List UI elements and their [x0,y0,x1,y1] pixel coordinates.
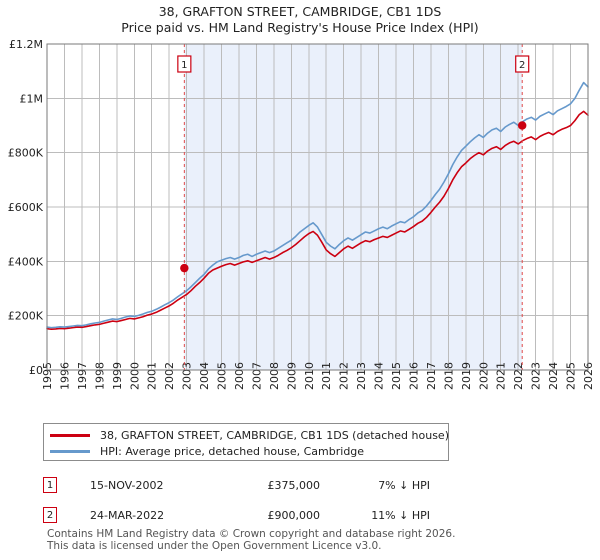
x-axis-tick-label: 2005 [216,362,229,390]
transaction-hpi-delta: 7% ↓ HPI [378,478,430,492]
series-line-hpi [46,81,589,329]
y-axis-tick-label: £0 [29,364,43,377]
footer-line-copyright: Contains HM Land Registry data © Crown c… [47,528,456,540]
transaction-date: 15-NOV-2002 [90,478,164,492]
y-axis-tick-label: £1M [20,92,44,105]
x-axis-tick-label: 1999 [111,362,124,390]
y-axis-tick-label: £800K [8,147,44,160]
sale-event-point[interactable] [180,263,189,273]
x-axis-tick-label: 1998 [93,362,106,390]
transaction-date: 24-MAR-2022 [90,508,165,522]
x-axis-tick-label: 2021 [495,362,508,390]
x-axis-tick-label: 2018 [442,362,455,390]
legend-label-price-paid: 38, GRAFTON STREET, CAMBRIDGE, CB1 1DS (… [100,428,449,442]
y-axis-tick-label: £200K [8,310,44,323]
x-axis-tick-label: 2013 [355,362,368,390]
x-axis-tick-label: 2002 [163,362,176,390]
x-axis-tick-label: 2001 [146,362,159,390]
x-axis-tick-label: 2024 [547,362,560,390]
x-axis-tick-label: 2004 [198,362,211,390]
x-axis-tick-label: 2026 [582,362,595,390]
x-axis-tick-label: 2007 [250,362,263,390]
x-axis-tick-label: 2006 [233,362,246,390]
x-axis-tick-label: 2016 [407,362,420,390]
x-axis-tick-label: 1995 [41,362,54,390]
x-axis-tick-label: 2020 [477,362,490,390]
y-axis-tick-label: £600K [8,201,44,214]
chart-canvas: £0 £200K £400K £600K £800K £1M £1.2M 1995 1996 19… [8,38,595,390]
sale-event-marker-box[interactable] [515,55,530,73]
transaction-row: 2 24-MAR-2022 £900,000 11% ↓ HPI [43,504,448,526]
page-title: 38, GRAFTON STREET, CAMBRIDGE, CB1 1DS [158,4,442,19]
x-axis-tick-label: 2003 [181,362,194,390]
x-axis-tick-label: 2008 [268,362,281,390]
price-history-chart: £0 £200K £400K £600K £800K £1M £1.2M 1995 1996 19… [8,38,595,390]
x-axis-tick-label: 2015 [390,362,403,390]
x-axis-tick-label: 2011 [320,362,333,390]
legend-item-price-paid: 38, GRAFTON STREET, CAMBRIDGE, CB1 1DS (… [44,427,449,443]
transaction-hpi-delta: 11% ↓ HPI [371,508,430,522]
footer-line-licence: This data is licensed under the Open Gov… [47,540,382,552]
sale-event-marker-box[interactable] [177,55,192,73]
x-axis-tick-label: 2025 [565,362,578,390]
x-axis-tick-label: 2012 [338,362,351,390]
legend-label-hpi: HPI: Average price, detached house, Camb… [100,444,365,458]
x-axis-tick-label: 2023 [530,362,543,390]
plot-frame [46,43,589,371]
x-axis-tick-label: 2022 [512,362,525,390]
x-axis-tick-label: 1997 [76,362,89,390]
transaction-row: 1 15-NOV-2002 £375,000 7% ↓ HPI [43,474,448,496]
sale-event-point[interactable] [518,121,527,130]
x-axis-tick-label: 2009 [285,362,298,390]
attribution-footer: Contains HM Land Registry data © Crown c… [47,528,455,552]
transaction-price: £900,000 [267,508,321,522]
series-line-price-paid [46,110,589,331]
x-axis-tick-label: 2017 [425,362,438,390]
x-axis-tick-label: 1996 [58,362,71,390]
y-axis-tick-label: £400K [8,255,44,268]
sale-event-marker-number: 1 [181,60,187,71]
transaction-marker-badge: 1 [43,477,57,493]
sale-event-marker-number: 2 [519,60,525,71]
x-axis-tick-label: 2000 [128,362,141,390]
page-subtitle: Price paid vs. HM Land Registry's House … [121,20,479,35]
x-axis-tick-label: 2010 [303,362,316,390]
x-axis-tick-label: 2019 [460,362,473,390]
transaction-price: £375,000 [267,478,321,492]
x-axis-tick-label: 2014 [373,362,386,390]
y-axis-tick-label: £1.2M [9,38,43,51]
chart-legend: 38, GRAFTON STREET, CAMBRIDGE, CB1 1DS (… [43,423,449,461]
chart-titles: 38, GRAFTON STREET, CAMBRIDGE, CB1 1DS P… [0,0,600,36]
legend-swatch-price-paid [50,433,90,437]
legend-swatch-hpi [50,449,90,453]
transaction-marker-badge: 2 [43,507,57,523]
legend-item-hpi: HPI: Average price, detached house, Camb… [44,443,448,459]
